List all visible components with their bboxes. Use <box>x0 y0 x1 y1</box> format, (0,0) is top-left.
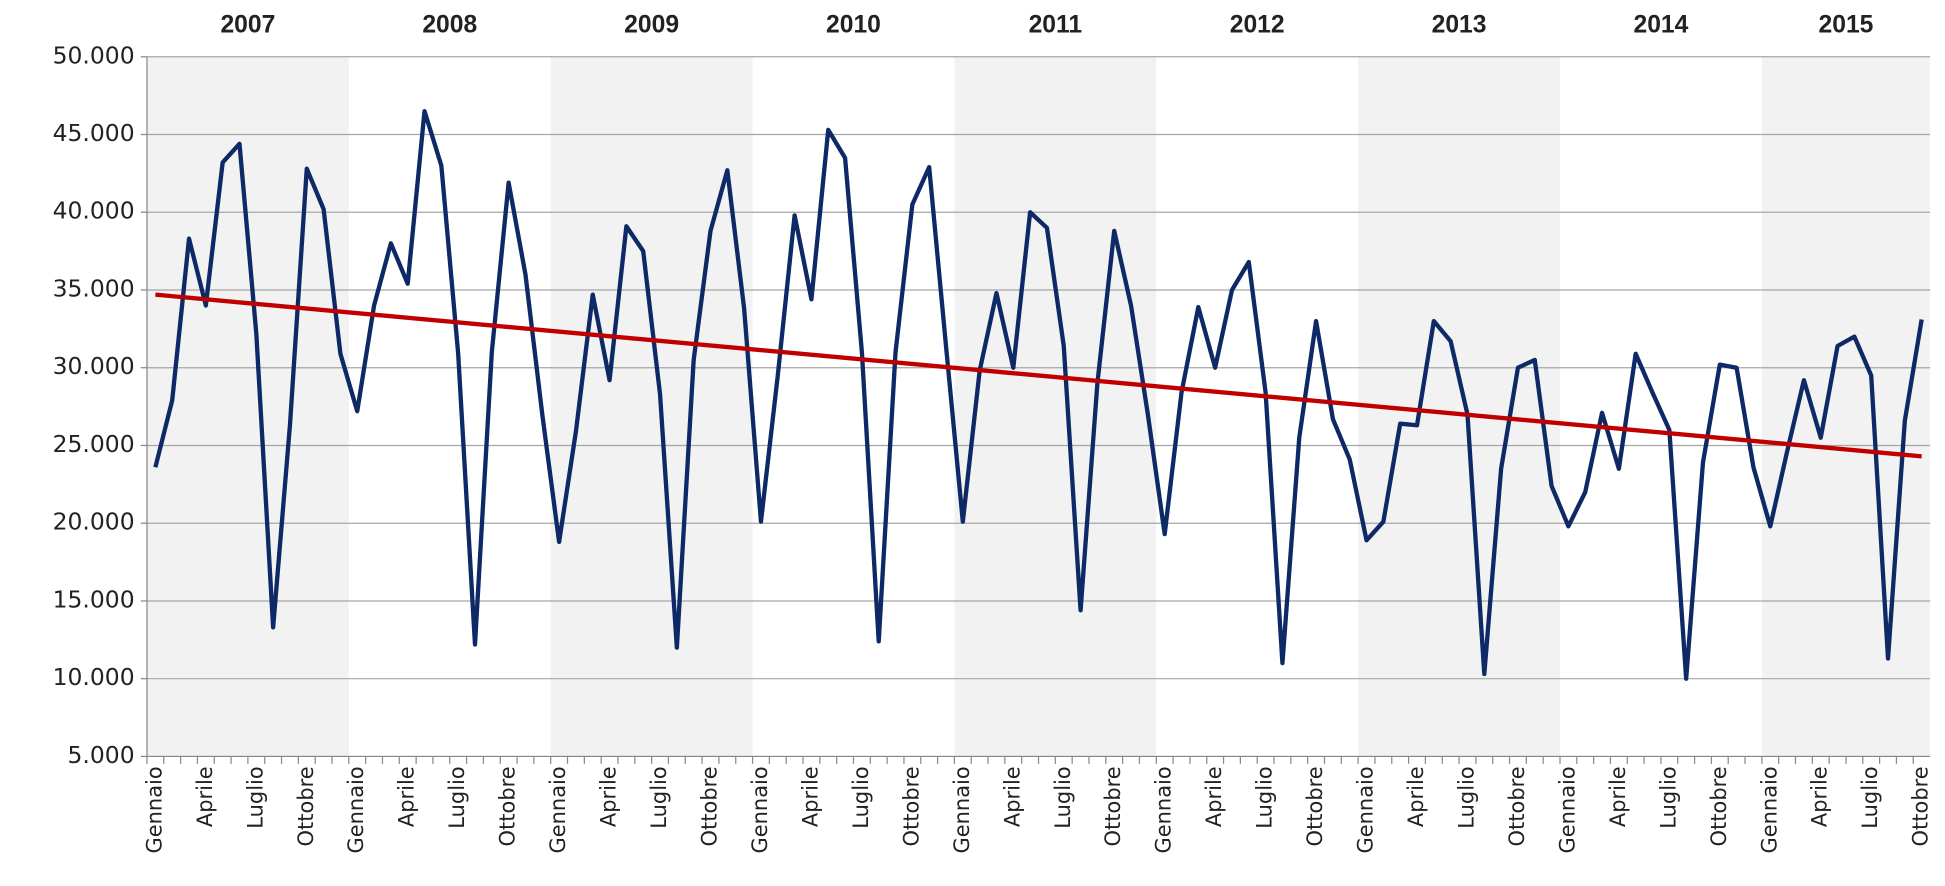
x-tick-label: Luglio <box>1858 766 1882 828</box>
x-tick-label: Ottobre <box>899 766 923 846</box>
year-label: 2012 <box>1230 11 1285 38</box>
x-tick-label: Ottobre <box>697 766 721 846</box>
x-tick-label: Gennaio <box>1555 766 1579 853</box>
x-tick-label: Aprile <box>395 766 419 827</box>
x-tick-label: Ottobre <box>1303 766 1327 846</box>
year-band <box>1761 56 1931 757</box>
x-tick-label: Aprile <box>1202 766 1226 827</box>
x-tick-label: Ottobre <box>1909 766 1933 846</box>
x-tick-label: Gennaio <box>1757 766 1781 853</box>
x-tick-label: Gennaio <box>950 766 974 853</box>
x-tick-label: Luglio <box>1253 766 1277 828</box>
year-label: 2015 <box>1819 11 1874 38</box>
y-tick-label: 15.000 <box>53 585 135 613</box>
x-tick-label: Gennaio <box>344 766 368 853</box>
x-tick-label: Aprile <box>1606 766 1630 827</box>
x-tick-label: Gennaio <box>546 766 570 853</box>
year-label: 2010 <box>826 11 881 38</box>
x-tick-label: Aprile <box>193 766 217 827</box>
y-tick-label: 25.000 <box>53 430 135 458</box>
y-tick-label: 35.000 <box>53 274 135 302</box>
year-label: 2014 <box>1633 11 1688 38</box>
year-label: 2013 <box>1432 11 1487 38</box>
y-tick-label: 50.000 <box>53 41 135 69</box>
x-tick-label: Luglio <box>1454 766 1478 828</box>
x-tick-label: Luglio <box>647 766 671 828</box>
y-tick-label: 45.000 <box>53 119 135 147</box>
y-tick-label: 10.000 <box>53 663 135 691</box>
year-band <box>954 56 1157 757</box>
year-label: 2008 <box>422 11 477 38</box>
x-tick-label: Aprile <box>1404 766 1428 827</box>
y-tick-label: 20.000 <box>53 508 135 536</box>
x-tick-label: Aprile <box>1808 766 1832 827</box>
x-tick-label: Aprile <box>798 766 822 827</box>
x-tick-label: Ottobre <box>496 766 520 846</box>
x-tick-label: Ottobre <box>1101 766 1125 846</box>
x-tick-label: Luglio <box>445 766 469 828</box>
x-tick-label: Aprile <box>1000 766 1024 827</box>
y-tick-label: 40.000 <box>53 197 135 225</box>
x-tick-label: Gennaio <box>748 766 772 853</box>
y-tick-label: 30.000 <box>53 352 135 380</box>
x-tick-label: Luglio <box>243 766 267 828</box>
x-tick-label: Gennaio <box>1354 766 1378 853</box>
data-line <box>153 109 1924 681</box>
x-tick-label: Ottobre <box>1707 766 1731 846</box>
x-tick-label: Luglio <box>849 766 873 828</box>
trend-line <box>155 292 1922 459</box>
year-label: 2007 <box>220 11 275 38</box>
x-tick-label: Luglio <box>1656 766 1680 828</box>
x-tick-label: Aprile <box>597 766 621 827</box>
y-tick-label: 5.000 <box>68 741 135 769</box>
x-tick-label: Gennaio <box>142 766 166 853</box>
x-tick-label: Ottobre <box>294 766 318 846</box>
x-tick-label: Ottobre <box>1505 766 1529 846</box>
x-tick-label: Gennaio <box>1152 766 1176 853</box>
year-label: 2009 <box>624 11 679 38</box>
year-band <box>146 56 349 757</box>
year-band <box>550 56 753 757</box>
x-tick-label: Luglio <box>1051 766 1075 828</box>
year-label: 2011 <box>1029 11 1083 38</box>
